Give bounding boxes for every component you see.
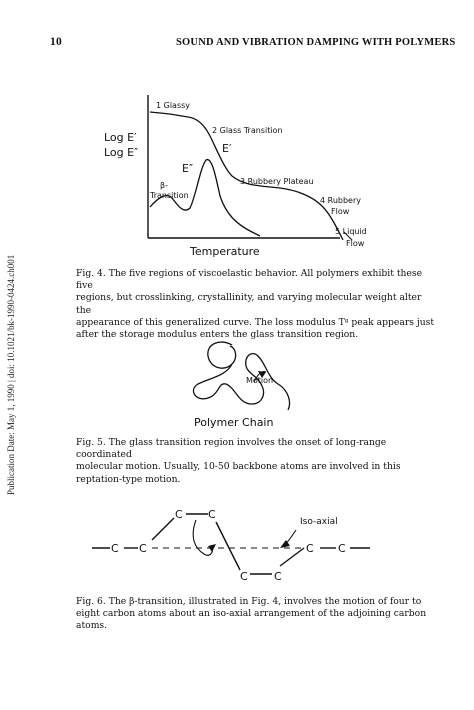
caption-line: molecular motion. Usually, 10-50 backbon… — [76, 461, 401, 473]
iso-axial-label: Iso-axial — [300, 517, 338, 527]
caption-line: eight carbon atoms about an iso-axial ar… — [76, 608, 427, 620]
bond-up-right — [279, 547, 305, 567]
loss-modulus-curve — [149, 159, 261, 237]
fig4-region-1: 1 Glassy — [156, 101, 190, 110]
figure-5-caption: Fig. 5. The glass transition region invo… — [76, 437, 436, 486]
fig4-region-4: 4 Rubbery — [320, 196, 361, 205]
fig4-e-double-prime-label: E″ — [182, 162, 193, 175]
atom-c-1: C — [111, 542, 119, 555]
caption-line: Fig. 4. The five regions of viscoelastic… — [76, 268, 423, 292]
caption-line: Fig. 6. The β-transition, illustrated in… — [76, 596, 422, 607]
fig5-motion-label: Motion — [246, 376, 273, 385]
polymer-chain-drawing — [192, 341, 291, 411]
atom-c-3: C — [175, 508, 183, 521]
iso-axial-pointer-head — [280, 540, 290, 548]
fig5-chain-label: Polymer Chain — [194, 416, 273, 429]
fig4-region-2: 2 Glass Transition — [212, 126, 283, 135]
atom-c-2: C — [139, 542, 147, 555]
fig4-region-3: 3 Rubbery Plateau — [240, 177, 314, 186]
atom-c-4: C — [208, 508, 216, 521]
atom-c-7: C — [306, 542, 314, 555]
fig4-beta-label: β- — [160, 181, 168, 190]
flow-arrow-mark — [343, 231, 353, 241]
bond-up-left — [151, 517, 175, 541]
fig4-transition-label: Transition — [149, 191, 189, 200]
atom-c-6: C — [274, 570, 282, 583]
rotation-arrow-left — [192, 519, 214, 556]
figure-4-caption: Fig. 4. The five regions of viscoelastic… — [76, 268, 436, 341]
caption-line: atoms. — [76, 620, 108, 632]
caption-line: appearance of this generalized curve. Th… — [76, 316, 435, 328]
figure-6-caption: Fig. 6. The β-transition, illustrated in… — [76, 596, 436, 633]
fig4-region-5: 5 Liquid — [335, 227, 367, 236]
fig4-x-label: Temperature — [189, 245, 260, 258]
fig4-region-5-flow: Flow — [346, 239, 365, 248]
caption-line: after the storage modulus enters the gla… — [76, 329, 359, 341]
storage-modulus-curve — [149, 111, 344, 241]
motion-arrowhead — [258, 371, 266, 378]
atom-c-5: C — [240, 570, 248, 583]
fig4-y-label-1: Log E′ — [104, 131, 137, 144]
fig4-y-label-2: Log E″ — [104, 146, 138, 159]
atom-c-8: C — [338, 542, 346, 555]
rotation-arrowhead-left — [208, 544, 216, 552]
page-number: 10 — [50, 36, 62, 48]
running-title: SOUND AND VIBRATION DAMPING WITH POLYMER… — [176, 37, 456, 48]
caption-line: Fig. 5. The glass transition region invo… — [76, 437, 387, 461]
caption-line: reptation-type motion. — [76, 473, 181, 485]
fig4-region-4-flow: Flow — [331, 207, 350, 216]
fig4-e-prime-label: E′ — [222, 142, 232, 155]
caption-line: regions, but crosslinking, crystallinity… — [76, 292, 422, 316]
bond-down-right — [215, 521, 241, 571]
